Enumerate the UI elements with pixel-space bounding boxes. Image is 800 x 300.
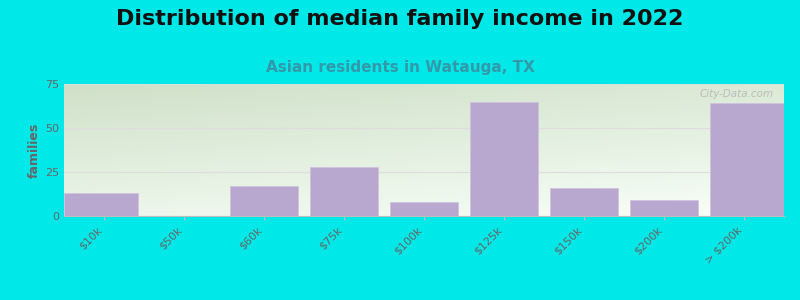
Y-axis label: families: families [28,122,41,178]
Text: City-Data.com: City-Data.com [699,89,773,99]
Bar [470,102,538,216]
Bar [390,202,458,216]
Bar [550,188,618,216]
Bar [630,200,698,216]
Bar [710,103,784,216]
Text: Distribution of median family income in 2022: Distribution of median family income in … [116,9,684,29]
Bar [310,167,378,216]
Bar [64,193,138,216]
Text: Asian residents in Watauga, TX: Asian residents in Watauga, TX [266,60,534,75]
Bar [230,186,298,216]
